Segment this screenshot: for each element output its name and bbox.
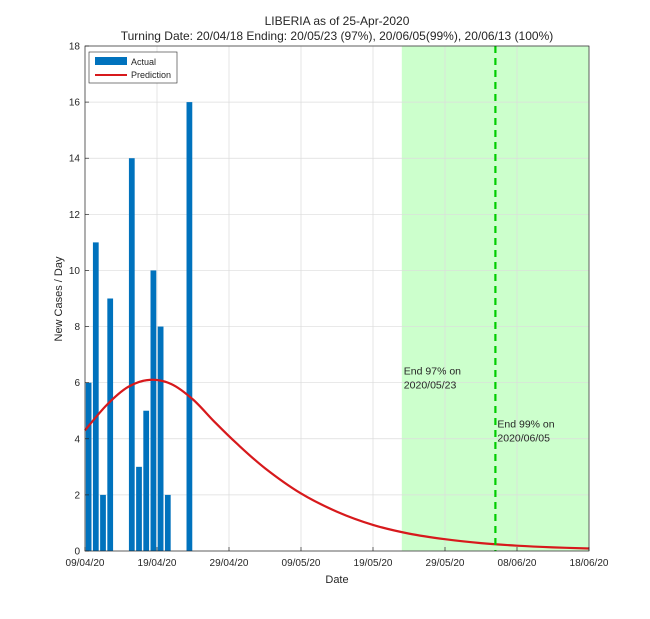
x-axis-label: Date <box>325 574 348 586</box>
y-tick-label: 8 <box>74 322 80 333</box>
legend-label-prediction: Prediction <box>131 70 171 80</box>
bar <box>136 466 142 551</box>
axes-box <box>84 45 590 552</box>
bar <box>143 410 150 551</box>
annot-layer: End 97% on 2020/05/23 End 99% on 2020/06/05 <box>404 365 555 444</box>
line-layer <box>84 46 590 551</box>
y-tick-label: 4 <box>74 434 80 445</box>
x-tick-label: 19/04/20 <box>138 558 177 569</box>
y-tick-label: 6 <box>74 378 80 389</box>
annotation-text: 2020/05/23 <box>404 379 457 391</box>
annotation-text: End 97% on <box>404 365 461 377</box>
y-axis-label: New Cases / Day <box>53 256 65 341</box>
bar <box>107 298 114 551</box>
y-tick-label: 0 <box>74 547 80 558</box>
bar <box>100 494 106 551</box>
prediction-line <box>84 378 590 550</box>
chart-title: LIBERIA as of 25-Apr-2020 <box>265 14 410 28</box>
bar <box>164 494 171 551</box>
legend-swatch-actual <box>95 57 127 65</box>
x-tick-label: 29/04/20 <box>210 558 249 569</box>
annotation-text: 2020/06/05 <box>497 433 550 445</box>
y-tick-label: 10 <box>69 266 81 277</box>
bar <box>186 102 193 551</box>
y-tick-label: 16 <box>69 98 81 109</box>
bar <box>92 242 99 551</box>
y-tick-label: 14 <box>69 154 81 165</box>
bar <box>157 326 164 551</box>
x-tick-label: 29/05/20 <box>426 558 465 569</box>
y-tick-label: 12 <box>69 210 81 221</box>
x-tick-label: 09/05/20 <box>282 558 321 569</box>
axis-layer: 0 2 4 6 8 10 12 14 16 18 09/04/20 19/04/20 29/04/20 0… <box>66 42 609 570</box>
x-tick-label: 18/06/20 <box>570 558 609 569</box>
x-tick-label: 09/04/20 <box>66 558 105 569</box>
legend-label-actual: Actual <box>131 57 156 67</box>
bar-layer <box>85 102 193 551</box>
y-tick-label: 18 <box>69 42 81 53</box>
chart-subtitle: Turning Date: 20/04/18 Ending: 20/05/23 … <box>121 29 554 43</box>
legend: Actual Prediction <box>88 51 178 84</box>
y-tick-label: 2 <box>74 490 80 501</box>
bar <box>85 382 92 551</box>
bar <box>150 270 157 551</box>
x-tick-label: 19/05/20 <box>354 558 393 569</box>
annotation-text: End 99% on <box>497 419 554 431</box>
bar <box>128 158 135 551</box>
x-tick-label: 08/06/20 <box>498 558 537 569</box>
